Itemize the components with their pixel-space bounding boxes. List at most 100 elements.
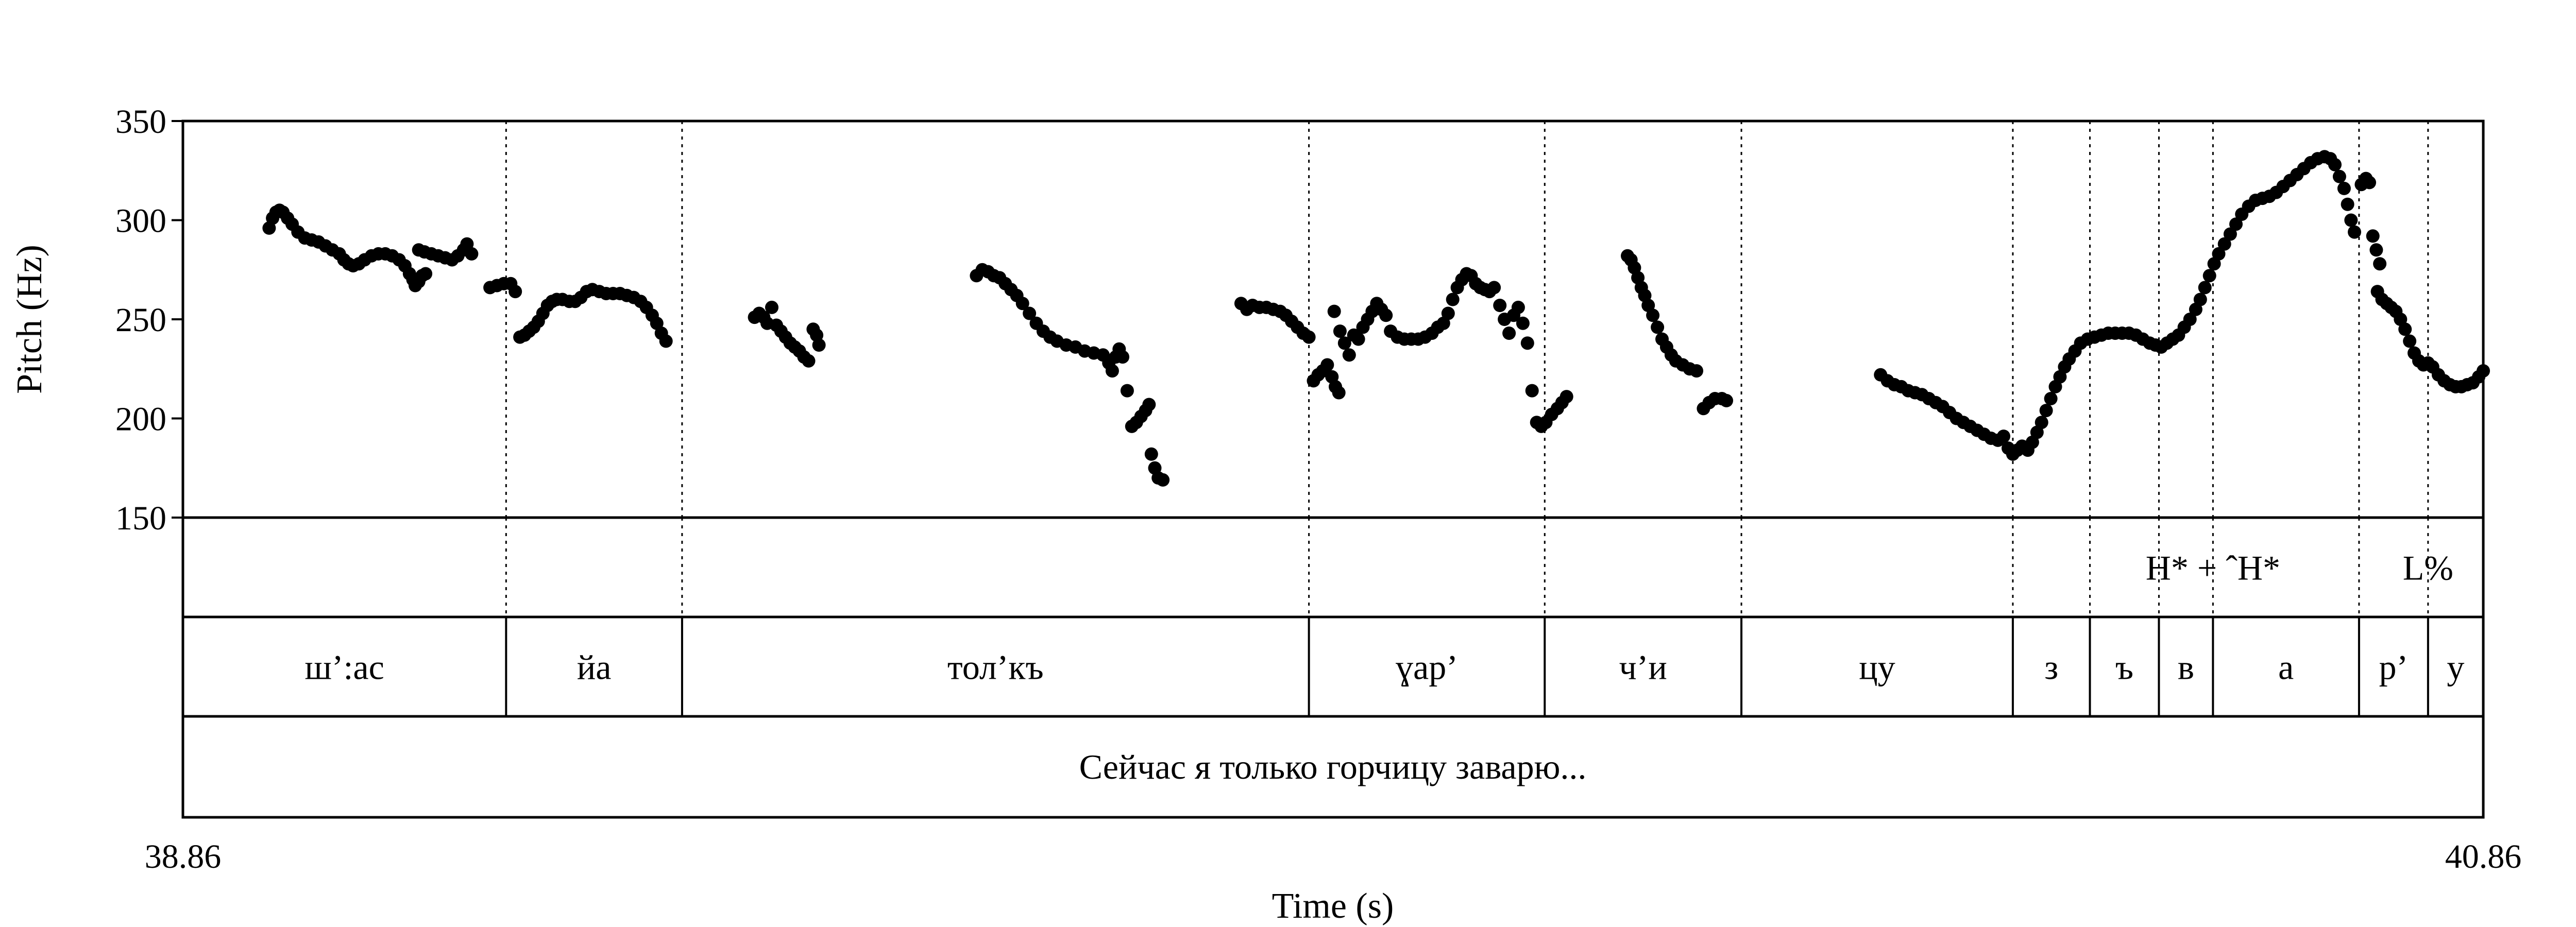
segment-label: а: [2278, 648, 2294, 687]
pitch-point: [1327, 304, 1341, 318]
pitch-point: [2344, 213, 2358, 227]
segment-label: з: [2044, 648, 2058, 687]
segment-tier: [181, 615, 2485, 718]
pitch-point: [1446, 293, 1460, 306]
pitch-point: [1502, 327, 1516, 340]
pitch-point: [1487, 281, 1501, 295]
y-tick-label: 300: [115, 202, 166, 240]
pitch-point: [2477, 364, 2490, 378]
segment-label: ъ: [2115, 648, 2133, 687]
pitch-point: [1351, 332, 1365, 346]
pitch-point: [465, 247, 479, 261]
pitch-point: [765, 300, 778, 314]
pitch-point: [1156, 473, 1170, 487]
segment-label: ш’:ас: [305, 648, 384, 687]
y-tick-label: 200: [115, 401, 166, 438]
pitch-point: [2373, 257, 2387, 271]
pitch-point: [2207, 257, 2221, 271]
pitch-point: [509, 285, 522, 299]
pitch-point: [1720, 393, 1733, 407]
segment-label: ч’и: [1619, 648, 1667, 687]
segment-label: ɣар’: [1396, 648, 1458, 687]
x-axis-title: Time (s): [1272, 886, 1394, 926]
y-tick-label: 150: [115, 500, 166, 537]
pitch-point: [1646, 308, 1660, 322]
pitch-point: [2363, 176, 2376, 190]
pitch-point: [1302, 330, 1316, 344]
tone-label: L%: [2403, 548, 2453, 588]
pitch-point: [802, 354, 816, 368]
x-tick-start: 38.86: [145, 838, 222, 876]
pitch-point: [1120, 384, 1134, 398]
sentence-label: Сейчас я только горчицу заварю...: [1079, 747, 1587, 786]
pitch-point: [1333, 324, 1347, 338]
pitch-plot-frame: [181, 119, 2485, 519]
pitch-point: [1342, 348, 1356, 362]
pitch-point: [2341, 197, 2354, 211]
pitch-point: [1525, 384, 1539, 398]
pitch-point: [650, 316, 664, 330]
pitch-point: [1379, 308, 1393, 322]
pitch-point: [1511, 300, 1525, 314]
pitch-points: [262, 150, 2490, 487]
tone-labels: H* + ˆH* L%: [2146, 548, 2453, 588]
pitch-point: [1116, 350, 1129, 364]
pitch-point: [1997, 430, 2010, 443]
pitch-point: [1142, 398, 1156, 411]
y-axis-title: Pitch (Hz): [10, 245, 49, 394]
sentence-tier: [181, 715, 2485, 819]
pitch-point: [2044, 392, 2058, 405]
tone-label: H* + ˆH*: [2146, 548, 2280, 588]
pitch-point: [1441, 306, 1455, 320]
segment-label: р’: [2379, 648, 2409, 687]
segment-label: у: [2447, 648, 2464, 687]
pitch-point: [1520, 336, 1534, 350]
pitch-point: [2183, 313, 2197, 326]
pitch-point: [1023, 306, 1037, 320]
pitch-point: [419, 267, 433, 281]
pitch-point: [2053, 370, 2067, 384]
pitch-point: [1105, 364, 1119, 378]
pitch-point: [659, 334, 673, 348]
pitch-point: [1144, 447, 1158, 461]
y-tick-label: 350: [115, 103, 166, 141]
pitch-point: [2332, 169, 2346, 183]
pitch-point: [1015, 297, 1029, 311]
pitch-point: [2229, 217, 2243, 231]
pitch-point: [1337, 336, 1351, 350]
pitch-point: [2193, 293, 2207, 306]
segment-label: в: [2178, 648, 2194, 687]
segment-label: тол’къ: [947, 648, 1044, 687]
pitch-point: [2223, 227, 2237, 241]
x-tick-end: 40.86: [2445, 838, 2522, 876]
pitch-point: [1651, 320, 1665, 334]
pitch-point: [1320, 358, 1334, 372]
tone-tier: [181, 516, 2485, 619]
pitch-point: [2366, 229, 2380, 243]
boundary-lines: [505, 121, 2429, 716]
pitch-point: [2369, 243, 2383, 257]
segment-label: цу: [1859, 648, 1895, 687]
pitch-point: [2398, 322, 2412, 336]
y-tick-label: 250: [115, 301, 166, 339]
pitch-point: [2030, 425, 2044, 439]
pitch-point: [1560, 390, 1573, 404]
pitch-point: [2328, 158, 2342, 171]
pitch-point: [1690, 364, 1703, 378]
pitch-point: [2348, 225, 2361, 239]
pitch-point: [812, 338, 826, 352]
y-axis-ticks: 150 200 250 300 350: [115, 103, 183, 537]
pitch-point: [2394, 313, 2408, 326]
pitch-point: [2189, 302, 2202, 316]
pitch-point: [2202, 269, 2216, 283]
pitch-point: [2039, 404, 2053, 418]
pitch-point: [2337, 181, 2351, 195]
pitch-point: [1641, 299, 1655, 312]
pitch-point: [1332, 386, 1346, 400]
pitch-point: [2217, 237, 2231, 251]
pitch-point: [2198, 281, 2212, 295]
pitch-point: [2212, 247, 2226, 261]
pitch-point: [1493, 299, 1507, 312]
segment-label: йа: [577, 648, 612, 687]
